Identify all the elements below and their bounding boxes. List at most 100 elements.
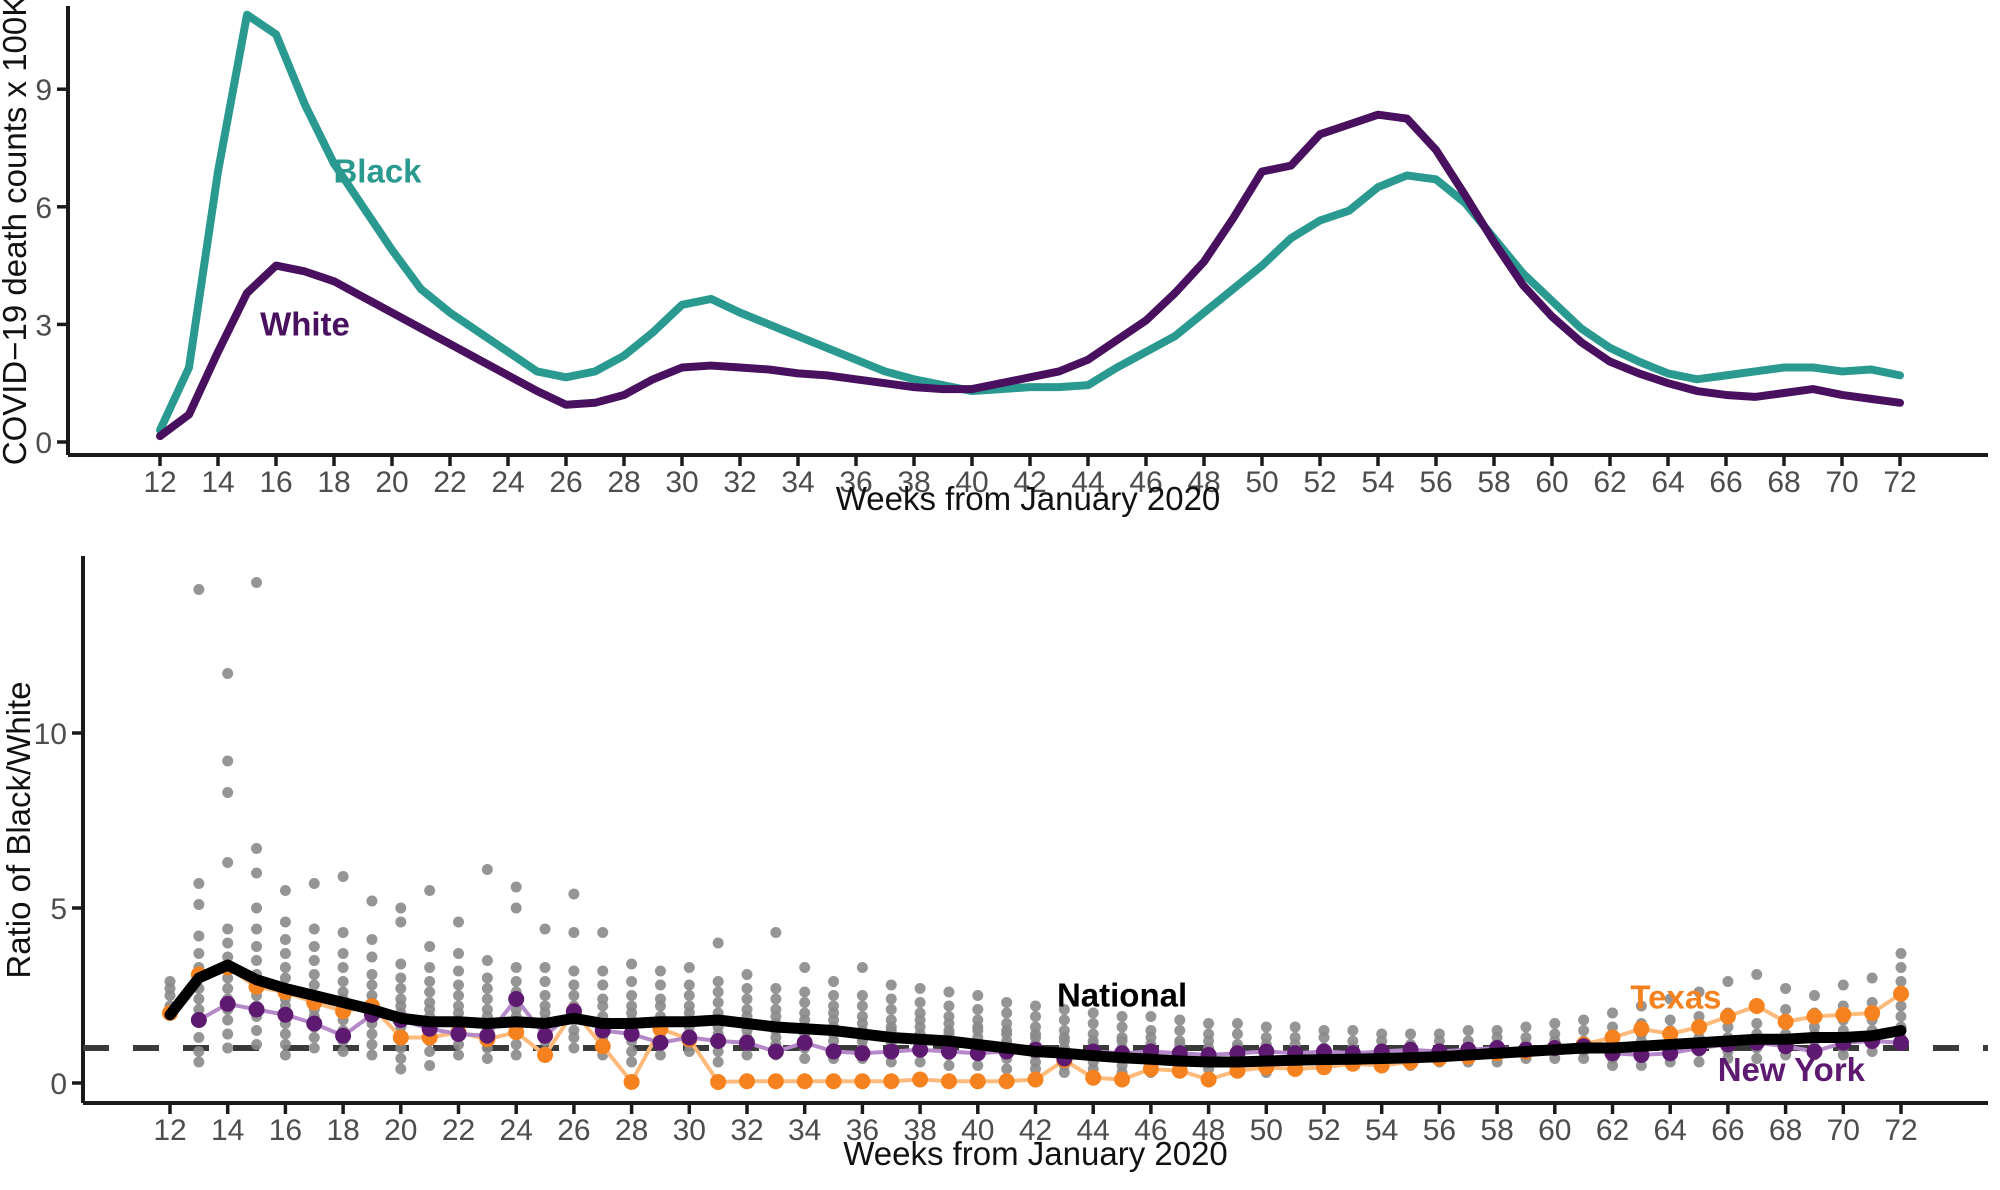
- state-point: [366, 969, 378, 980]
- state-point: [279, 1028, 291, 1040]
- state-point: [424, 885, 436, 896]
- state-point: [1837, 1049, 1849, 1061]
- state-point: [337, 927, 349, 938]
- series-line: [164, 959, 1907, 1068]
- series-point: [508, 991, 525, 1007]
- series-point: [248, 1001, 265, 1018]
- state-point: [481, 972, 493, 984]
- series-point: [392, 1029, 409, 1046]
- series-point: [912, 1071, 929, 1088]
- state-point: [1231, 1028, 1243, 1040]
- x-tick-label: 16: [259, 466, 292, 499]
- state-point: [1520, 1021, 1532, 1033]
- state-point: [481, 864, 493, 875]
- y-tick-label: 0: [50, 1068, 67, 1101]
- series-point: [508, 1024, 525, 1041]
- x-tick-label: 14: [201, 466, 234, 499]
- state-point: [539, 962, 551, 973]
- state-point: [1635, 1060, 1647, 1071]
- state-point: [972, 990, 984, 1001]
- series-point: [652, 1034, 669, 1051]
- series-national: [164, 959, 1907, 1068]
- state-point: [1578, 1025, 1590, 1036]
- state-point: [510, 1039, 522, 1050]
- series-point: [796, 1034, 813, 1051]
- state-point: [1001, 1007, 1013, 1019]
- state-point: [366, 895, 378, 907]
- series-point: [594, 1038, 611, 1055]
- x-tick-label: 30: [665, 466, 698, 499]
- state-point: [193, 878, 205, 889]
- state-point: [395, 983, 407, 994]
- series-label-texas: Texas: [1630, 978, 1721, 1015]
- state-point: [1780, 983, 1792, 994]
- x-tick-label: 68: [1767, 466, 1800, 499]
- x-tick-label: 52: [1307, 1114, 1340, 1147]
- state-point: [424, 962, 436, 973]
- x-tick-label: 44: [1077, 1114, 1110, 1147]
- state-point: [453, 1049, 464, 1061]
- state-point: [193, 1046, 205, 1057]
- state-point: [741, 1049, 753, 1061]
- state-point: [626, 990, 638, 1001]
- state-point: [799, 1053, 811, 1064]
- series-point: [537, 1027, 554, 1044]
- state-point: [770, 927, 782, 938]
- state-point: [799, 986, 811, 998]
- state-point: [251, 1039, 263, 1050]
- series-point: [825, 1073, 842, 1090]
- series-label-black: Black: [333, 153, 422, 190]
- state-point: [1693, 1011, 1705, 1022]
- y-tick-label: 6: [35, 192, 52, 225]
- x-tick-label: 20: [375, 466, 408, 499]
- state-point: [741, 983, 753, 994]
- x-tick-label: 44: [1071, 466, 1104, 499]
- state-point: [279, 916, 291, 928]
- x-tick-label: 56: [1423, 1114, 1456, 1147]
- x-tick-label: 40: [955, 466, 988, 499]
- series-label-national: National: [1057, 977, 1187, 1014]
- state-point: [683, 962, 695, 973]
- series-point: [825, 1043, 842, 1060]
- series-label-white: White: [260, 305, 350, 342]
- x-tick-label: 24: [500, 1114, 533, 1147]
- series-point: [739, 1034, 755, 1051]
- series-point: [681, 1029, 698, 1046]
- state-point: [654, 979, 666, 991]
- y-tick-label: 3: [35, 309, 52, 342]
- state-point: [453, 965, 464, 977]
- state-point: [914, 997, 926, 1008]
- state-point: [568, 990, 580, 1001]
- state-point: [539, 976, 551, 987]
- state-point: [885, 1056, 897, 1068]
- x-tick-label: 20: [384, 1114, 417, 1147]
- state-point: [654, 965, 666, 977]
- state-point: [943, 986, 955, 998]
- state-point: [712, 997, 724, 1008]
- top-axes: 12 14 16 18 20 22 24 26 28 30 32 34 36 38 40 42 44 46 48 50…: [35, 6, 1988, 499]
- series-point: [623, 1073, 640, 1090]
- state-point: [1808, 990, 1820, 1001]
- series-point: [1748, 998, 1765, 1014]
- state-point: [712, 976, 724, 987]
- series-point: [306, 1015, 323, 1032]
- state-point: [1145, 1011, 1157, 1022]
- state-point: [856, 1000, 868, 1012]
- series-point: [796, 1073, 813, 1090]
- bottom-axes: 12 14 16 18 20 22 24 26 28 30 32 34 36 38 40 42 44 46 48 50…: [34, 556, 1988, 1147]
- state-point: [308, 878, 320, 889]
- series-point: [1200, 1071, 1217, 1088]
- series-white: [156, 110, 1904, 441]
- state-point: [1260, 1021, 1272, 1033]
- x-tick-label: 26: [549, 466, 582, 499]
- state-point: [597, 979, 609, 991]
- state-point: [1462, 1025, 1474, 1036]
- series-point: [940, 1043, 957, 1060]
- state-point: [885, 1004, 897, 1015]
- state-point: [395, 1053, 407, 1064]
- series-point: [1171, 1062, 1188, 1079]
- top-x-axis-title: Weeks from January 2020: [836, 480, 1221, 517]
- state-point: [308, 955, 320, 966]
- state-point: [1231, 1018, 1243, 1029]
- state-point: [770, 983, 782, 994]
